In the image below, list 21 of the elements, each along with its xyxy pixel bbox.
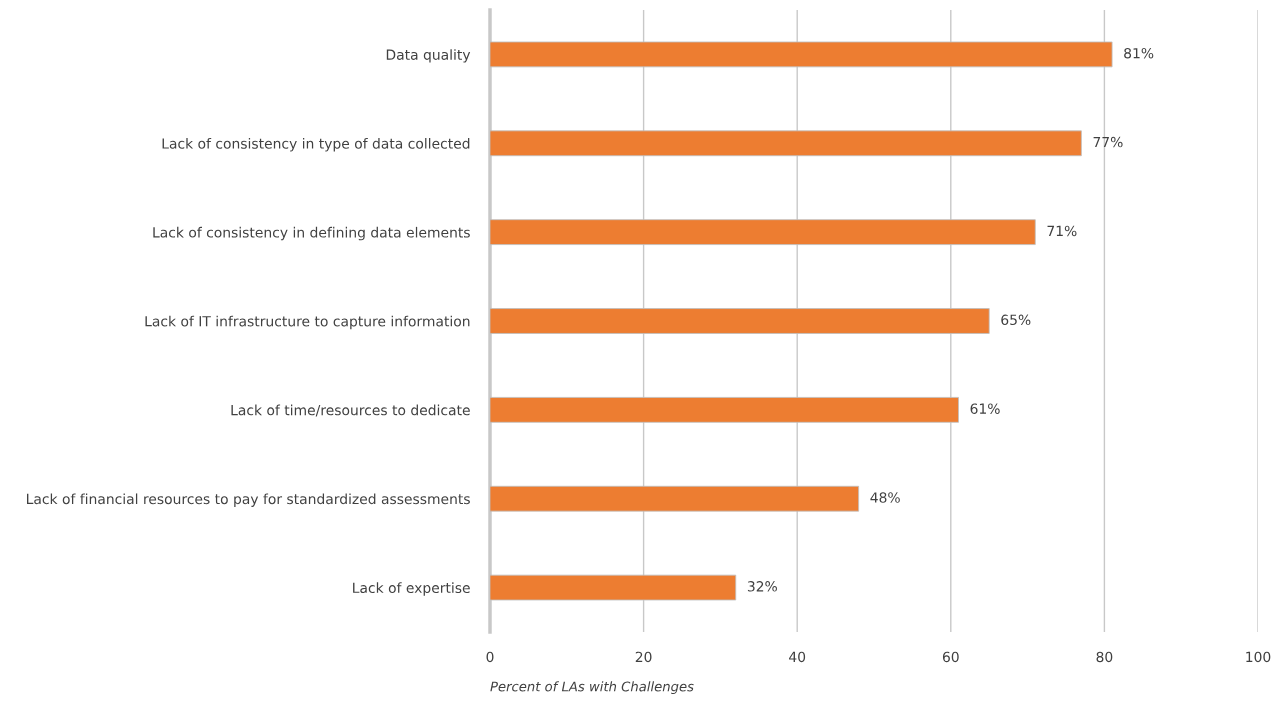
x-axis-title: Percent of LAs with Challenges	[490, 681, 694, 694]
x-tick-label: 20	[635, 651, 652, 663]
x-tick-label: 100	[1246, 651, 1271, 663]
y-tick-label: Lack of consistency in type of data collected	[162, 138, 470, 152]
x-tick-label: 0	[486, 651, 494, 663]
data-label: 61%	[970, 403, 1000, 414]
y-tick-label: Data quality	[386, 49, 471, 63]
y-tick-label: Lack of time/resources to dedicate	[231, 404, 470, 417]
data-label: 77%	[1093, 136, 1123, 148]
data-label: 32%	[747, 581, 777, 592]
x-tick-label: 40	[789, 651, 806, 663]
y-tick-label: Lack of financial resources to pay for standardized assessments	[27, 493, 470, 507]
data-label: 71%	[1047, 225, 1077, 237]
y-tick-label: Lack of expertise	[353, 582, 470, 596]
y-tick-label: Lack of IT infrastructure to capture information	[145, 315, 470, 330]
x-tick-label: 60	[942, 651, 959, 663]
data-label: 65%	[1001, 314, 1031, 326]
data-label: 48%	[870, 492, 900, 503]
y-tick-label: Lack of consistency in defining data elements	[153, 226, 470, 241]
x-tick-label: 80	[1096, 651, 1113, 663]
data-label: 81%	[1124, 47, 1154, 59]
